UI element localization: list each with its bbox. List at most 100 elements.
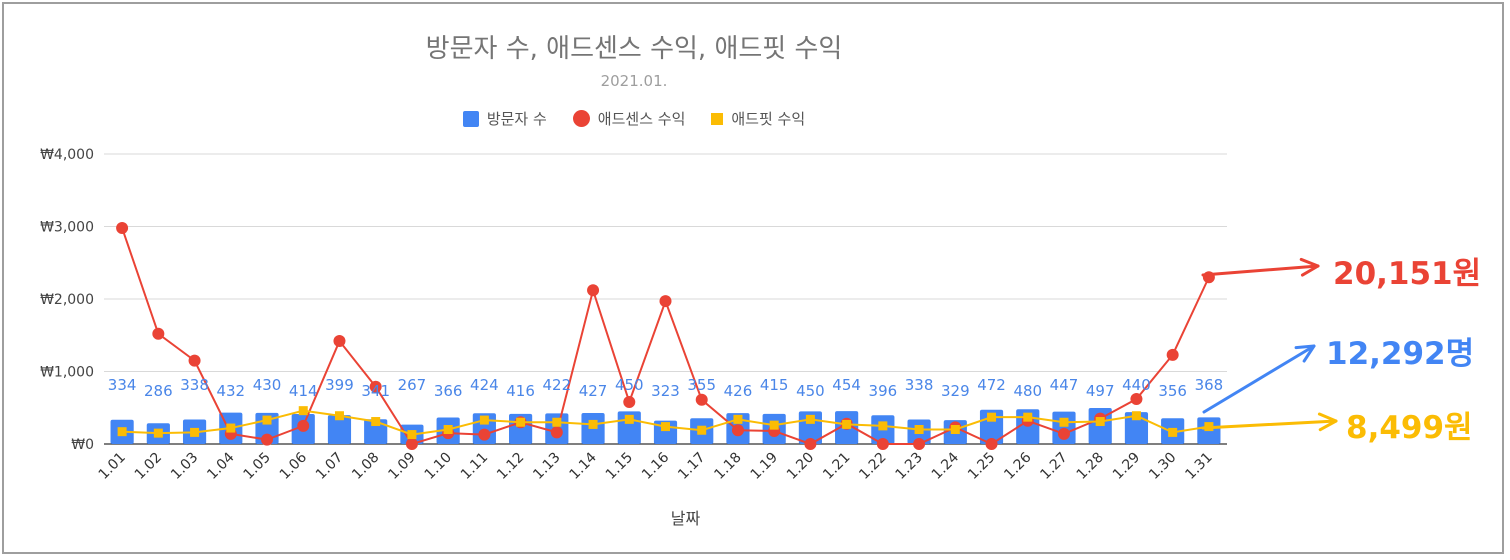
adfit-point: [661, 422, 670, 432]
adfit-point: [117, 427, 127, 437]
bar-data-label: 368: [1195, 376, 1224, 394]
chart-subtitle: 2021.01.: [600, 72, 668, 90]
x-tick-label: 1.13: [530, 450, 563, 483]
bar-data-label: 323: [651, 382, 680, 400]
adsense-point: [623, 395, 636, 408]
adsense-point: [116, 221, 129, 234]
bar-data-label: 415: [760, 376, 789, 394]
x-tick-label: 1.16: [639, 449, 672, 482]
adfit-annotation-arrow-head: [1317, 412, 1338, 432]
adfit-point: [1095, 417, 1105, 427]
bar-data-label: 341: [361, 382, 390, 400]
bar-visitors: [327, 415, 352, 444]
legend-swatch-visitors: [462, 110, 479, 127]
adfit-point: [878, 421, 888, 431]
x-tick-label: 1.29: [1110, 450, 1143, 483]
adfit-point: [407, 430, 417, 440]
adfit-point: [588, 419, 598, 429]
bar-data-label: 338: [905, 376, 934, 394]
x-tick-label: 1.15: [603, 450, 636, 483]
adfit-point: [479, 415, 489, 425]
bar-data-label: 427: [579, 382, 608, 400]
bar-data-label: 366: [434, 382, 463, 400]
chart-legend: 방문자 수 애드센스 수익 애드핏 수익: [204, 108, 1064, 129]
adfit-point: [1168, 427, 1178, 437]
bar-data-label: 416: [506, 382, 535, 400]
bar-data-label: 399: [325, 376, 354, 394]
x-tick-label: 1.28: [1074, 450, 1107, 483]
legend-item-visitors: 방문자 수: [462, 108, 547, 129]
adfit-point: [334, 411, 344, 421]
adfit-point: [153, 428, 163, 438]
adsense-point: [731, 424, 744, 437]
x-tick-label: 1.17: [675, 450, 708, 483]
x-tick-label: 1.02: [132, 450, 165, 483]
adsense-point: [1166, 348, 1179, 361]
adfit-point: [1023, 412, 1033, 422]
adfit-point: [226, 423, 236, 433]
x-tick-label: 1.01: [96, 450, 129, 483]
adsense-point: [478, 428, 491, 441]
adfit-point: [298, 406, 308, 416]
adsense-point: [659, 295, 672, 308]
bar-data-label: 450: [796, 382, 825, 400]
adfit-point: [443, 425, 453, 434]
adfit-point: [262, 415, 272, 425]
x-tick-label: 1.09: [385, 450, 418, 483]
x-tick-label: 1.31: [1182, 450, 1215, 483]
adsense-point: [1057, 427, 1070, 440]
chart-title: 방문자 수, 애드센스 수익, 애드핏 수익: [425, 34, 843, 64]
bar-data-label: 422: [543, 376, 572, 394]
legend-item-adfit: 애드핏 수익: [711, 108, 805, 129]
adfit-point: [842, 419, 852, 429]
legend-label-adfit: 애드핏 수익: [731, 110, 806, 128]
x-tick-label: 1.22: [856, 450, 889, 483]
adfit-point: [1059, 417, 1069, 427]
adsense-point: [695, 393, 708, 406]
x-tick-label: 1.08: [349, 450, 382, 483]
adfit-annotation-arrow: [1201, 419, 1338, 430]
adsense-point: [985, 438, 998, 450]
bar-data-label: 414: [289, 382, 318, 400]
adfit-point: [624, 414, 634, 424]
x-tick-label: 1.24: [929, 449, 962, 482]
adsense-point: [297, 419, 310, 432]
bar-data-label: 480: [1013, 382, 1042, 400]
x-tick-label: 1.27: [1037, 450, 1070, 483]
x-axis-title: 날짜: [671, 509, 701, 528]
adsense-point: [1130, 393, 1143, 406]
y-tick-label: ₩3,000: [40, 220, 94, 236]
adsense-point: [369, 380, 382, 393]
adsense-point: [405, 438, 418, 450]
legend-label-adsense: 애드센스 수익: [597, 110, 686, 128]
x-tick-label: 1.30: [1146, 450, 1179, 483]
x-tick-label: 1.11: [458, 450, 491, 483]
adfit-point: [950, 425, 960, 434]
bar-data-label: 426: [724, 382, 753, 400]
x-tick-label: 1.19: [748, 450, 781, 483]
adsense-annotation-arrow-head: [1299, 257, 1320, 277]
adfit-point: [552, 417, 562, 427]
adsense-point: [261, 433, 274, 446]
bar-data-label: 356: [1158, 382, 1187, 400]
bar-data-label: 396: [869, 382, 898, 400]
legend-label-visitors: 방문자 수: [486, 110, 547, 128]
adsense-point: [804, 438, 817, 450]
x-tick-label: 1.04: [204, 449, 237, 482]
x-tick-label: 1.21: [820, 450, 853, 483]
bar-data-label: 355: [687, 376, 716, 394]
visitors-annotation-arrow-head: [1294, 344, 1316, 363]
adsense-point: [188, 354, 201, 367]
adsense-line: [121, 227, 1210, 446]
adfit-point: [914, 425, 924, 434]
adsense-point: [587, 284, 600, 297]
visitors-annotation-arrow: [1202, 344, 1316, 414]
x-tick-label: 1.26: [1001, 449, 1034, 482]
adfit-point: [733, 414, 743, 424]
legend-swatch-adsense: [572, 110, 590, 127]
y-tick-label: ₩4,000: [40, 147, 94, 163]
bar-data-label: 329: [941, 382, 970, 400]
x-tick-label: 1.03: [168, 450, 201, 483]
adfit-point: [516, 417, 526, 427]
